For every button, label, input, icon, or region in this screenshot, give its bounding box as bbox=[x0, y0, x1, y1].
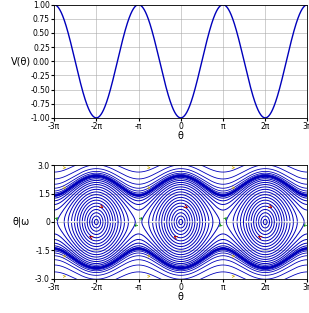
Y-axis label: V(θ): V(θ) bbox=[11, 56, 31, 66]
X-axis label: θ: θ bbox=[178, 292, 184, 302]
Y-axis label: θ̇|ω: θ̇|ω bbox=[12, 217, 30, 227]
X-axis label: θ: θ bbox=[178, 131, 184, 141]
